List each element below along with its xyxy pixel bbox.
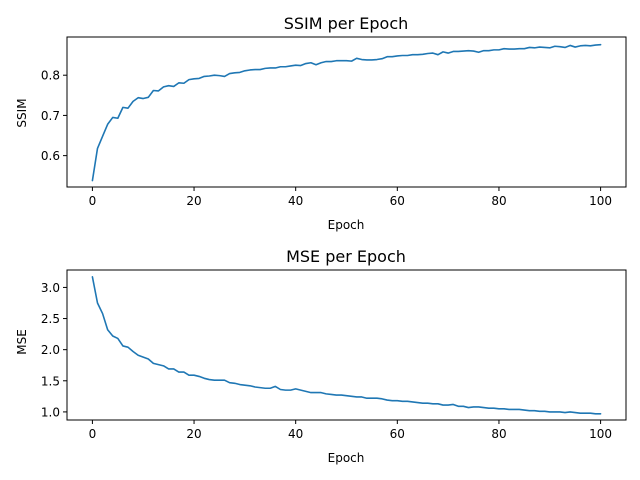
mse-x-tick-label: 60 (390, 427, 405, 441)
ssim-axes-frame (66, 36, 627, 188)
ssim-x-ticks: 0 20 40 60 80 100 (89, 187, 612, 208)
mse-y-tick-label: 2.5 (41, 312, 60, 326)
mse-x-tick-label: 20 (186, 427, 201, 441)
ssim-y-tick-label: 0.7 (41, 109, 60, 123)
mse-x-tick-label: 80 (491, 427, 506, 441)
ssim-x-tick-label: 20 (186, 194, 201, 208)
ssim-series (91, 43, 602, 182)
ssim-chart-title: SSIM per Epoch (284, 14, 409, 33)
mse-y-axis-label: MSE (15, 329, 29, 355)
ssim-x-tick-label: 0 (89, 194, 97, 208)
ssim-y-tick-label: 0.6 (41, 149, 60, 163)
mse-x-tick-label: 100 (589, 427, 612, 441)
ssim-y-tick-label: 0.8 (41, 69, 60, 83)
ssim-y-axis-label: SSIM (15, 98, 29, 127)
ssim-y-ticks: 0.6 0.7 0.8 (41, 69, 67, 163)
ssim-x-axis-label: Epoch (328, 218, 365, 232)
mse-x-tick-label: 0 (89, 427, 97, 441)
ssim-x-tick-label: 80 (491, 194, 506, 208)
mse-x-ticks: 0 20 40 60 80 100 (89, 420, 612, 441)
mse-y-ticks: 1.0 1.5 2.0 2.5 3.0 (41, 281, 67, 419)
ssim-x-tick-label: 100 (589, 194, 612, 208)
mse-y-tick-label: 1.5 (41, 374, 60, 388)
mse-series-line (91, 276, 602, 415)
mse-chart-title: MSE per Epoch (286, 247, 406, 266)
mse-x-tick-label: 40 (288, 427, 303, 441)
ssim-x-tick-label: 60 (390, 194, 405, 208)
ssim-x-tick-label: 40 (288, 194, 303, 208)
mse-subplot: MSE per Epoch 0 20 40 60 80 100 1.0 1.5 2.0 2.5 3… (15, 247, 627, 465)
mse-y-tick-label: 3.0 (41, 281, 60, 295)
mse-x-axis-label: Epoch (328, 451, 365, 465)
mse-y-tick-label: 2.0 (41, 343, 60, 357)
mse-series (91, 276, 602, 415)
ssim-subplot: SSIM per Epoch 0 20 40 60 80 100 0.6 0.7 0.8 Ep… (15, 14, 627, 232)
mse-axes-frame (66, 269, 627, 421)
ssim-series-line (91, 43, 602, 182)
mse-y-tick-label: 1.0 (41, 405, 60, 419)
